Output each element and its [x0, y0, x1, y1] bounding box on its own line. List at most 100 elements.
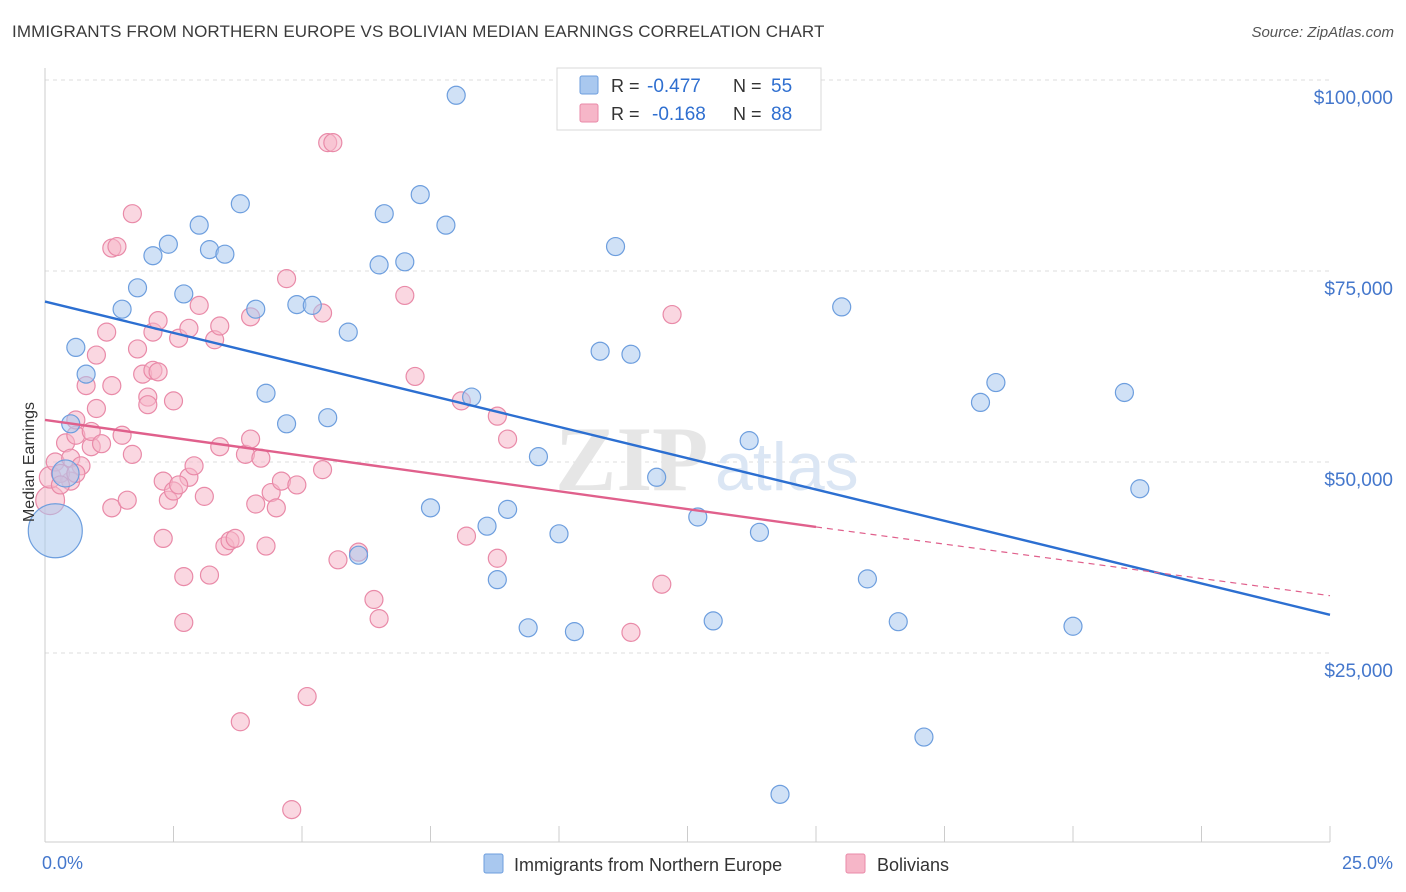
northern-europe-point-52	[1063, 616, 1083, 636]
northern-europe-point-53	[1114, 382, 1135, 403]
bolivians-point-64	[297, 686, 317, 707]
northern-europe-point-37	[590, 341, 610, 361]
bolivians-point-14	[97, 322, 117, 342]
series-legend-label-blue: Immigrants from Northern Europe	[514, 855, 782, 875]
watermark: ZIP atlas	[555, 408, 859, 510]
northern-europe-point-44	[749, 522, 770, 542]
bolivians-point-42	[189, 295, 209, 315]
bolivians-point-13	[86, 345, 107, 365]
bolivians-point-15	[102, 498, 122, 518]
y-tick-label-0: $25,000	[1324, 661, 1393, 682]
northern-europe-point-28	[446, 85, 466, 105]
northern-europe-point-25	[410, 185, 430, 205]
northern-europe-point-43	[739, 431, 759, 451]
bolivians-point-72	[369, 609, 389, 629]
bolivians-trend-line	[44, 418, 817, 529]
bolivians-point-22	[122, 204, 142, 224]
bolivians-point-26	[138, 395, 158, 415]
northern-europe-point-22	[369, 255, 389, 275]
watermark-zip: ZIP	[555, 408, 708, 510]
stats-r-value-1: -0.477	[647, 76, 701, 97]
bolivians-point-57	[256, 536, 276, 556]
northern-europe-point-7	[143, 246, 163, 266]
northern-europe-point-51	[986, 372, 1006, 393]
northern-europe-point-12	[215, 244, 235, 264]
bolivians-point-80	[621, 622, 641, 642]
y-tick-labels: $25,000 $50,000 $75,000 $100,000	[1314, 88, 1393, 682]
bolivians-point-74	[405, 366, 425, 387]
y-axis-label: Median Earnings	[21, 402, 38, 522]
bolivians-point-47	[210, 316, 230, 336]
y-tick-label-1: $50,000	[1324, 470, 1393, 491]
northern-europe-point-33	[518, 618, 538, 638]
northern-europe-point-54	[1130, 479, 1150, 499]
series-legend-swatch-pink	[845, 853, 866, 874]
bolivians-point-46	[210, 437, 230, 457]
northern-europe-point-13	[230, 194, 250, 214]
bolivians-point-71	[364, 589, 384, 610]
bolivians-point-41	[184, 456, 204, 476]
northern-europe-point-21	[348, 545, 369, 565]
northern-europe-point-50	[970, 392, 991, 413]
northern-europe-point-39	[621, 344, 641, 364]
bolivians-point-59	[266, 498, 286, 518]
bolivians-point-61	[276, 269, 297, 289]
bolivians-point-55	[246, 494, 266, 514]
northern-europe-point-5	[112, 299, 132, 319]
northern-europe-point-14	[246, 299, 266, 319]
bolivians-point-50	[225, 528, 245, 549]
northern-europe-point-49	[914, 727, 934, 747]
bolivians-point-20	[117, 490, 137, 510]
northern-europe-point-35	[549, 524, 569, 544]
bolivians-point-66	[312, 460, 333, 480]
x-tick-labels: 0.0% 25.0%	[42, 853, 1393, 873]
northern-europe-point-27	[436, 215, 456, 235]
northern-europe-point-26	[420, 498, 441, 518]
bolivians-point-73	[395, 285, 415, 306]
bolivians-point-54	[241, 429, 261, 449]
bolivians-point-16	[102, 376, 122, 396]
stats-legend: R = -0.477 N = 55 R = -0.168 N = 88	[556, 67, 822, 131]
bolivians-point-82	[662, 304, 682, 325]
bolivians-point-23	[127, 339, 148, 359]
bolivians-point-87	[169, 475, 189, 495]
northern-europe-point-40	[647, 467, 667, 487]
stats-r-value-2: -0.168	[652, 104, 706, 125]
bolivians-point-69	[328, 550, 348, 570]
northern-europe-point-19	[318, 408, 338, 428]
bolivians-point-12	[86, 398, 107, 419]
stats-n-label-2: N =	[733, 104, 762, 124]
bolivians-point-51	[230, 712, 250, 732]
northern-europe-point-48	[888, 612, 908, 632]
bolivians-point-18	[107, 236, 127, 257]
northern-europe-point-6	[127, 278, 148, 298]
source-note: Source: ZipAtlas.com	[1251, 24, 1394, 41]
bolivians-point-79	[498, 429, 518, 449]
northern-europe-point-41	[688, 507, 708, 527]
bolivians-trend-extension	[815, 526, 1331, 597]
northern-europe-point-1	[51, 459, 80, 488]
northern-europe-point-4	[76, 364, 96, 384]
axes	[44, 68, 1331, 843]
northern-europe-points	[27, 85, 1150, 804]
series-legend-swatch-blue	[483, 853, 504, 874]
northern-europe-point-10	[189, 215, 209, 235]
bolivians-point-63	[287, 475, 307, 495]
northern-europe-point-0	[27, 503, 83, 559]
northern-europe-point-31	[487, 570, 507, 590]
y-tick-label-2: $75,000	[1324, 279, 1393, 300]
chart-title: IMMIGRANTS FROM NORTHERN EUROPE VS BOLIV…	[12, 22, 825, 41]
stats-r-label-1: R =	[611, 76, 640, 96]
stats-r-label-2: R =	[611, 104, 640, 124]
series-legend-label-pink: Bolivians	[877, 855, 949, 875]
northern-europe-point-9	[174, 284, 194, 304]
northern-europe-point-36	[564, 622, 585, 642]
northern-europe-point-23	[374, 204, 394, 224]
stats-n-value-1: 55	[771, 76, 792, 97]
bolivians-point-44	[199, 565, 220, 585]
northern-europe-point-42	[703, 611, 723, 631]
stats-legend-frame	[556, 67, 822, 131]
bolivians-point-68	[323, 133, 343, 153]
bolivians-point-38	[174, 566, 194, 587]
x-tick-label-0: 0.0%	[42, 853, 83, 873]
